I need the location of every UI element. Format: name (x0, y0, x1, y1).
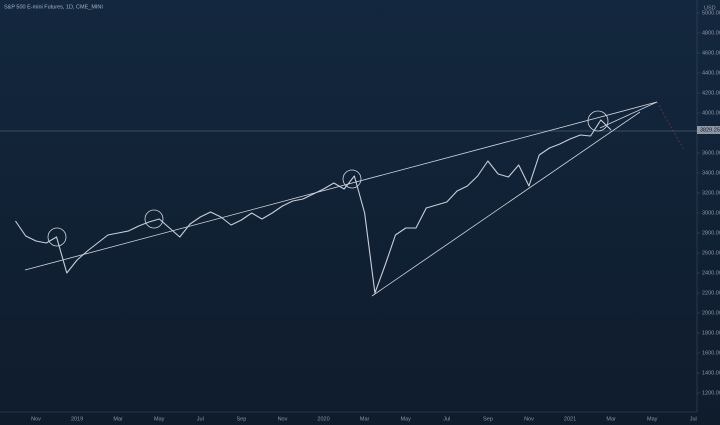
x-tick-label: May (154, 416, 165, 422)
y-tick-label: 3400.00 (702, 170, 720, 176)
x-tick-label: 2021 (564, 416, 576, 422)
trend-line (24, 101, 658, 271)
highlight-circle (47, 227, 67, 247)
x-tick-label: 2019 (71, 416, 83, 422)
y-unit: USD (704, 5, 716, 11)
x-tick-label: Mar (113, 416, 123, 422)
x-tick-label: Sep (237, 416, 247, 422)
plot-layer: 1200.00 1400.00 1600.00 1800.00 2000.00 2200.… (15, 10, 720, 422)
price-line-series (15, 119, 612, 294)
x-tick-label: Nov (524, 416, 534, 422)
trend-line (371, 111, 641, 297)
projection-line (656, 101, 685, 151)
highlight-circle (144, 209, 164, 229)
y-tick-label: 4800.00 (702, 30, 720, 36)
x-tick-label: Jul (197, 416, 204, 422)
y-tick-label: 1400.00 (702, 370, 720, 376)
y-tick-label: 3000.00 (702, 210, 720, 216)
price-tag (697, 126, 720, 134)
y-tick-label: 2800.00 (702, 230, 720, 236)
x-tick-label: Jul (443, 416, 450, 422)
y-tick-label: 4600.00 (702, 50, 720, 56)
y-tick-label: 1200.00 (702, 390, 720, 396)
x-tick-label: 2020 (317, 416, 329, 422)
x-tick-label: Nov (31, 416, 41, 422)
trend-line (599, 101, 658, 129)
drawings (24, 101, 658, 297)
y-tick-label: 2000.00 (702, 310, 720, 316)
chart-title: S&P 500 E-mini Futures, 1D, CME_MINI (4, 4, 103, 10)
y-tick-label: 1600.00 (702, 350, 720, 356)
highlight-circle (342, 169, 362, 189)
y-tick-label: 4400.00 (702, 70, 720, 76)
y-tick-label: 2200.00 (702, 290, 720, 296)
y-tick-label: 3200.00 (702, 190, 720, 196)
y-tick-label: 5000.00 (702, 10, 720, 16)
x-tick-label: Jul (690, 416, 697, 422)
x-tick-label: May (647, 416, 658, 422)
y-tick-label: 2600.00 (702, 250, 720, 256)
y-tick-label: 2400.00 (702, 270, 720, 276)
y-tick-label: 4200.00 (702, 90, 720, 96)
x-tick-label: Sep (483, 416, 493, 422)
x-tick-label: Nov (278, 416, 288, 422)
y-tick-label: 3600.00 (702, 150, 720, 156)
x-tick-label: May (401, 416, 412, 422)
highlight-circle (587, 110, 609, 132)
x-tick-label: Mar (360, 416, 370, 422)
y-tick-label: 1800.00 (702, 330, 720, 336)
y-tick-label: 4000.00 (702, 110, 720, 116)
price-tag-label: 3829.25 (700, 127, 720, 133)
x-tick-label: Mar (606, 416, 616, 422)
